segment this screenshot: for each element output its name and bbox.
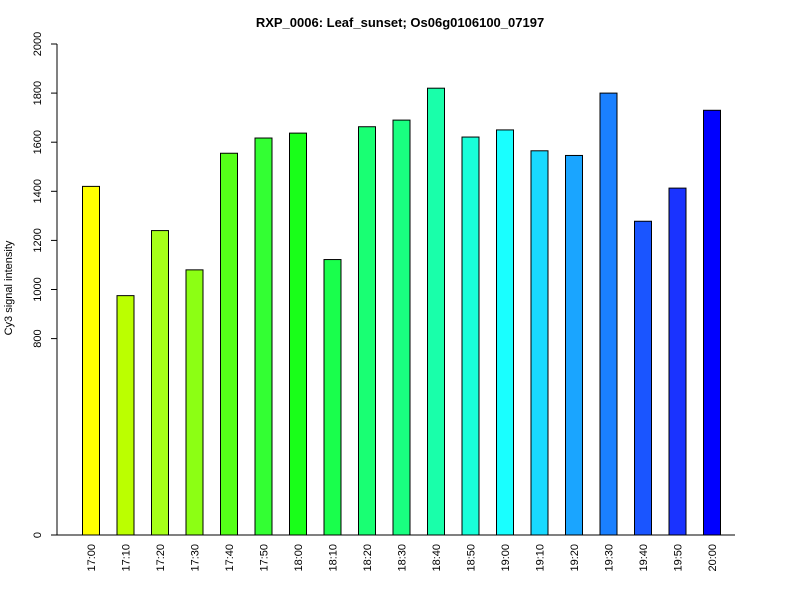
x-tick-label: 17:00: [86, 544, 98, 572]
y-axis-ticks: 0 800 1000 1200 1400 1600 1800 2000: [32, 32, 57, 538]
y-tick-label: 1000: [32, 277, 44, 301]
x-tick-label: 17:30: [190, 544, 202, 572]
x-tick-label: 18:00: [293, 544, 305, 572]
x-tick-label: 19:50: [673, 544, 685, 572]
x-tick-label: 18:20: [362, 544, 374, 572]
y-tick-label: 800: [32, 329, 44, 347]
x-tick-label: 17:50: [259, 544, 271, 572]
bar-1800: [289, 132, 307, 536]
y-tick-label: 1600: [32, 130, 44, 154]
y-axis-title: Cy3 signal intensity: [3, 240, 15, 335]
bar-1750: [254, 137, 273, 536]
bar-1740: [220, 152, 238, 536]
x-tick-label: 17:10: [121, 544, 133, 572]
bar-1840: [427, 87, 445, 536]
y-tick-label: 1800: [32, 81, 44, 105]
x-tick-label: 19:10: [535, 544, 547, 572]
bar-1720: [151, 230, 169, 536]
bar-1820: [358, 126, 376, 536]
x-tick-label: 18:10: [328, 544, 340, 572]
bar-1850: [461, 136, 480, 536]
bar-2000: [703, 109, 721, 536]
bar-1950: [668, 187, 687, 536]
x-tick-label: 18:40: [431, 544, 443, 572]
x-tick-label: 18:30: [397, 544, 409, 572]
x-tick-label: 19:20: [569, 544, 581, 572]
bar-1710: [116, 295, 135, 536]
x-tick-label: 17:40: [224, 544, 236, 572]
x-tick-label: 19:30: [604, 544, 616, 572]
x-tick-label: 17:20: [155, 544, 167, 572]
y-tick-label: 0: [32, 532, 44, 538]
y-tick-label: 1200: [32, 228, 44, 252]
bar-1910: [530, 150, 549, 536]
bars: [82, 87, 721, 536]
bar-1810: [323, 259, 342, 536]
x-axis-tick-labels: 17:00 17:10 17:20 17:30 17:40 17:50 18:00 18:10…: [86, 544, 719, 572]
bar-1920: [565, 154, 583, 536]
y-tick-label: 1400: [32, 179, 44, 203]
bar-1940: [634, 220, 652, 536]
bar-1730: [185, 269, 204, 536]
bar-1830: [392, 119, 411, 536]
bar-1930: [599, 92, 618, 536]
x-tick-label: 19:00: [500, 544, 512, 572]
bar-1900: [496, 129, 514, 536]
x-tick-label: 20:00: [707, 544, 719, 572]
x-tick-label: 19:40: [638, 544, 650, 572]
y-tick-label: 2000: [32, 32, 44, 56]
bar-1700: [82, 185, 100, 536]
chart-title: RXP_0006: Leaf_sunset; Os06g0106100_0719…: [256, 15, 544, 30]
x-tick-label: 18:50: [466, 544, 478, 572]
